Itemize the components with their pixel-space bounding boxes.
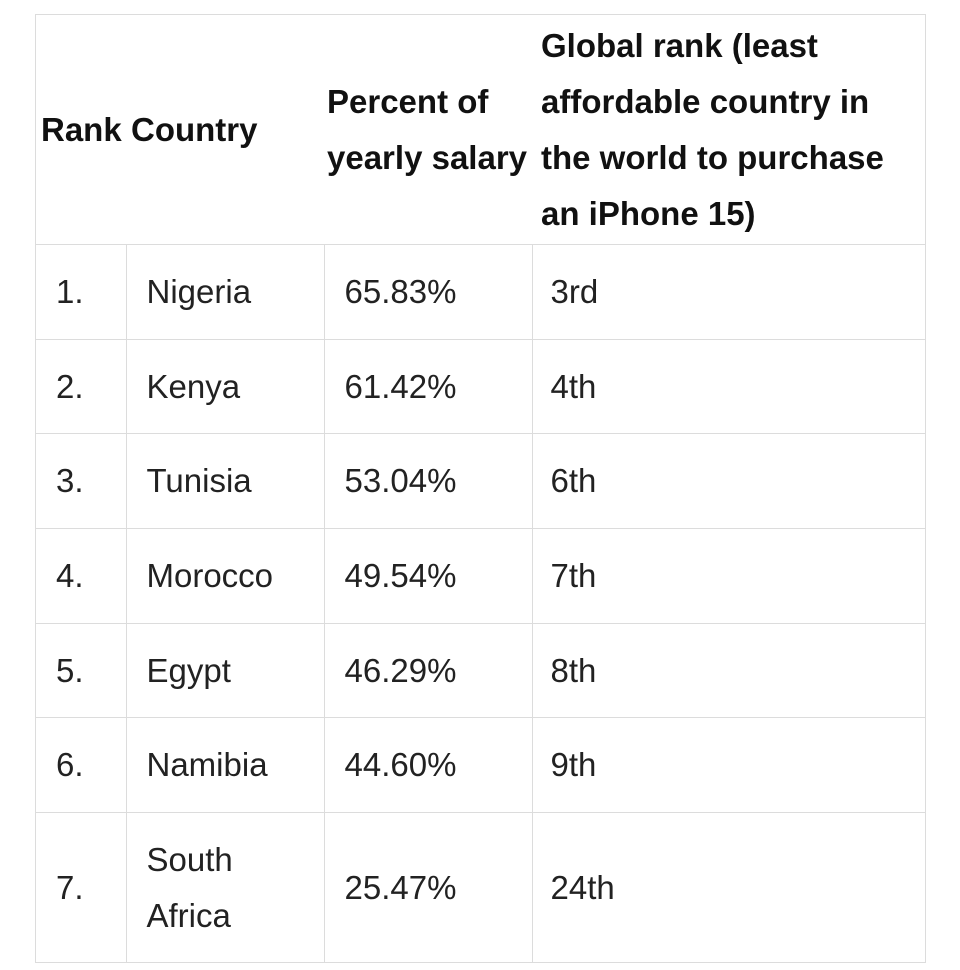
table-row: 3. Tunisia 53.04% 6th [36,433,925,530]
cell-country: Kenya [126,339,325,435]
cell-country: Nigeria [126,244,325,340]
cell-percent: 53.04% [324,433,533,530]
table-row: 5. Egypt 46.29% 8th [36,623,925,719]
cell-global-rank: 8th [532,623,925,719]
cell-rank: 1. [36,244,127,340]
cell-rank: 3. [36,433,127,530]
cell-percent: 61.42% [324,339,533,435]
cell-rank: 2. [36,339,127,435]
table-row: 7. South Africa 25.47% 24th [36,812,925,963]
table-row: 4. Morocco 49.54% 7th [36,528,925,624]
cell-percent: 25.47% [324,812,533,963]
cell-country: Tunisia [126,433,325,530]
header-country: Country [126,15,324,245]
table-row: 6. Namibia 44.60% 9th [36,717,925,814]
cell-global-rank: 7th [532,528,925,624]
table-row: 1. Nigeria 65.83% 3rd [36,244,925,340]
cell-global-rank: 3rd [532,244,925,340]
cell-rank: 7. [36,812,127,963]
header-row: Rank Country Percent of yearly salary Gl… [36,15,925,245]
cell-rank: 6. [36,717,127,814]
header-rank: Rank [36,15,126,245]
header-percent-of-yearly-salary: Percent of yearly salary [324,15,532,245]
header-global-rank: Global rank (least affordable country in… [532,15,925,245]
iphone-affordability-table: Rank Country Percent of yearly salary Gl… [35,14,926,963]
cell-country: Egypt [126,623,325,719]
cell-country: South Africa [126,812,325,963]
cell-country: Morocco [126,528,325,624]
cell-rank: 4. [36,528,127,624]
table-body: 1. Nigeria 65.83% 3rd 2. Kenya 61.42% 4t… [36,244,925,963]
cell-percent: 46.29% [324,623,533,719]
cell-global-rank: 6th [532,433,925,530]
cell-global-rank: 9th [532,717,925,814]
cell-global-rank: 24th [550,868,615,906]
cell-percent: 49.54% [324,528,533,624]
cell-rank: 5. [36,623,127,719]
cell-country: Namibia [126,717,325,814]
table-row: 2. Kenya 61.42% 4th [36,339,925,435]
cell-percent: 44.60% [324,717,533,814]
cell-global-rank: 4th [532,339,925,435]
data-table: Rank Country Percent of yearly salary Gl… [36,15,925,963]
cell-percent: 65.83% [324,244,533,340]
table-header: Rank Country Percent of yearly salary Gl… [36,15,925,245]
